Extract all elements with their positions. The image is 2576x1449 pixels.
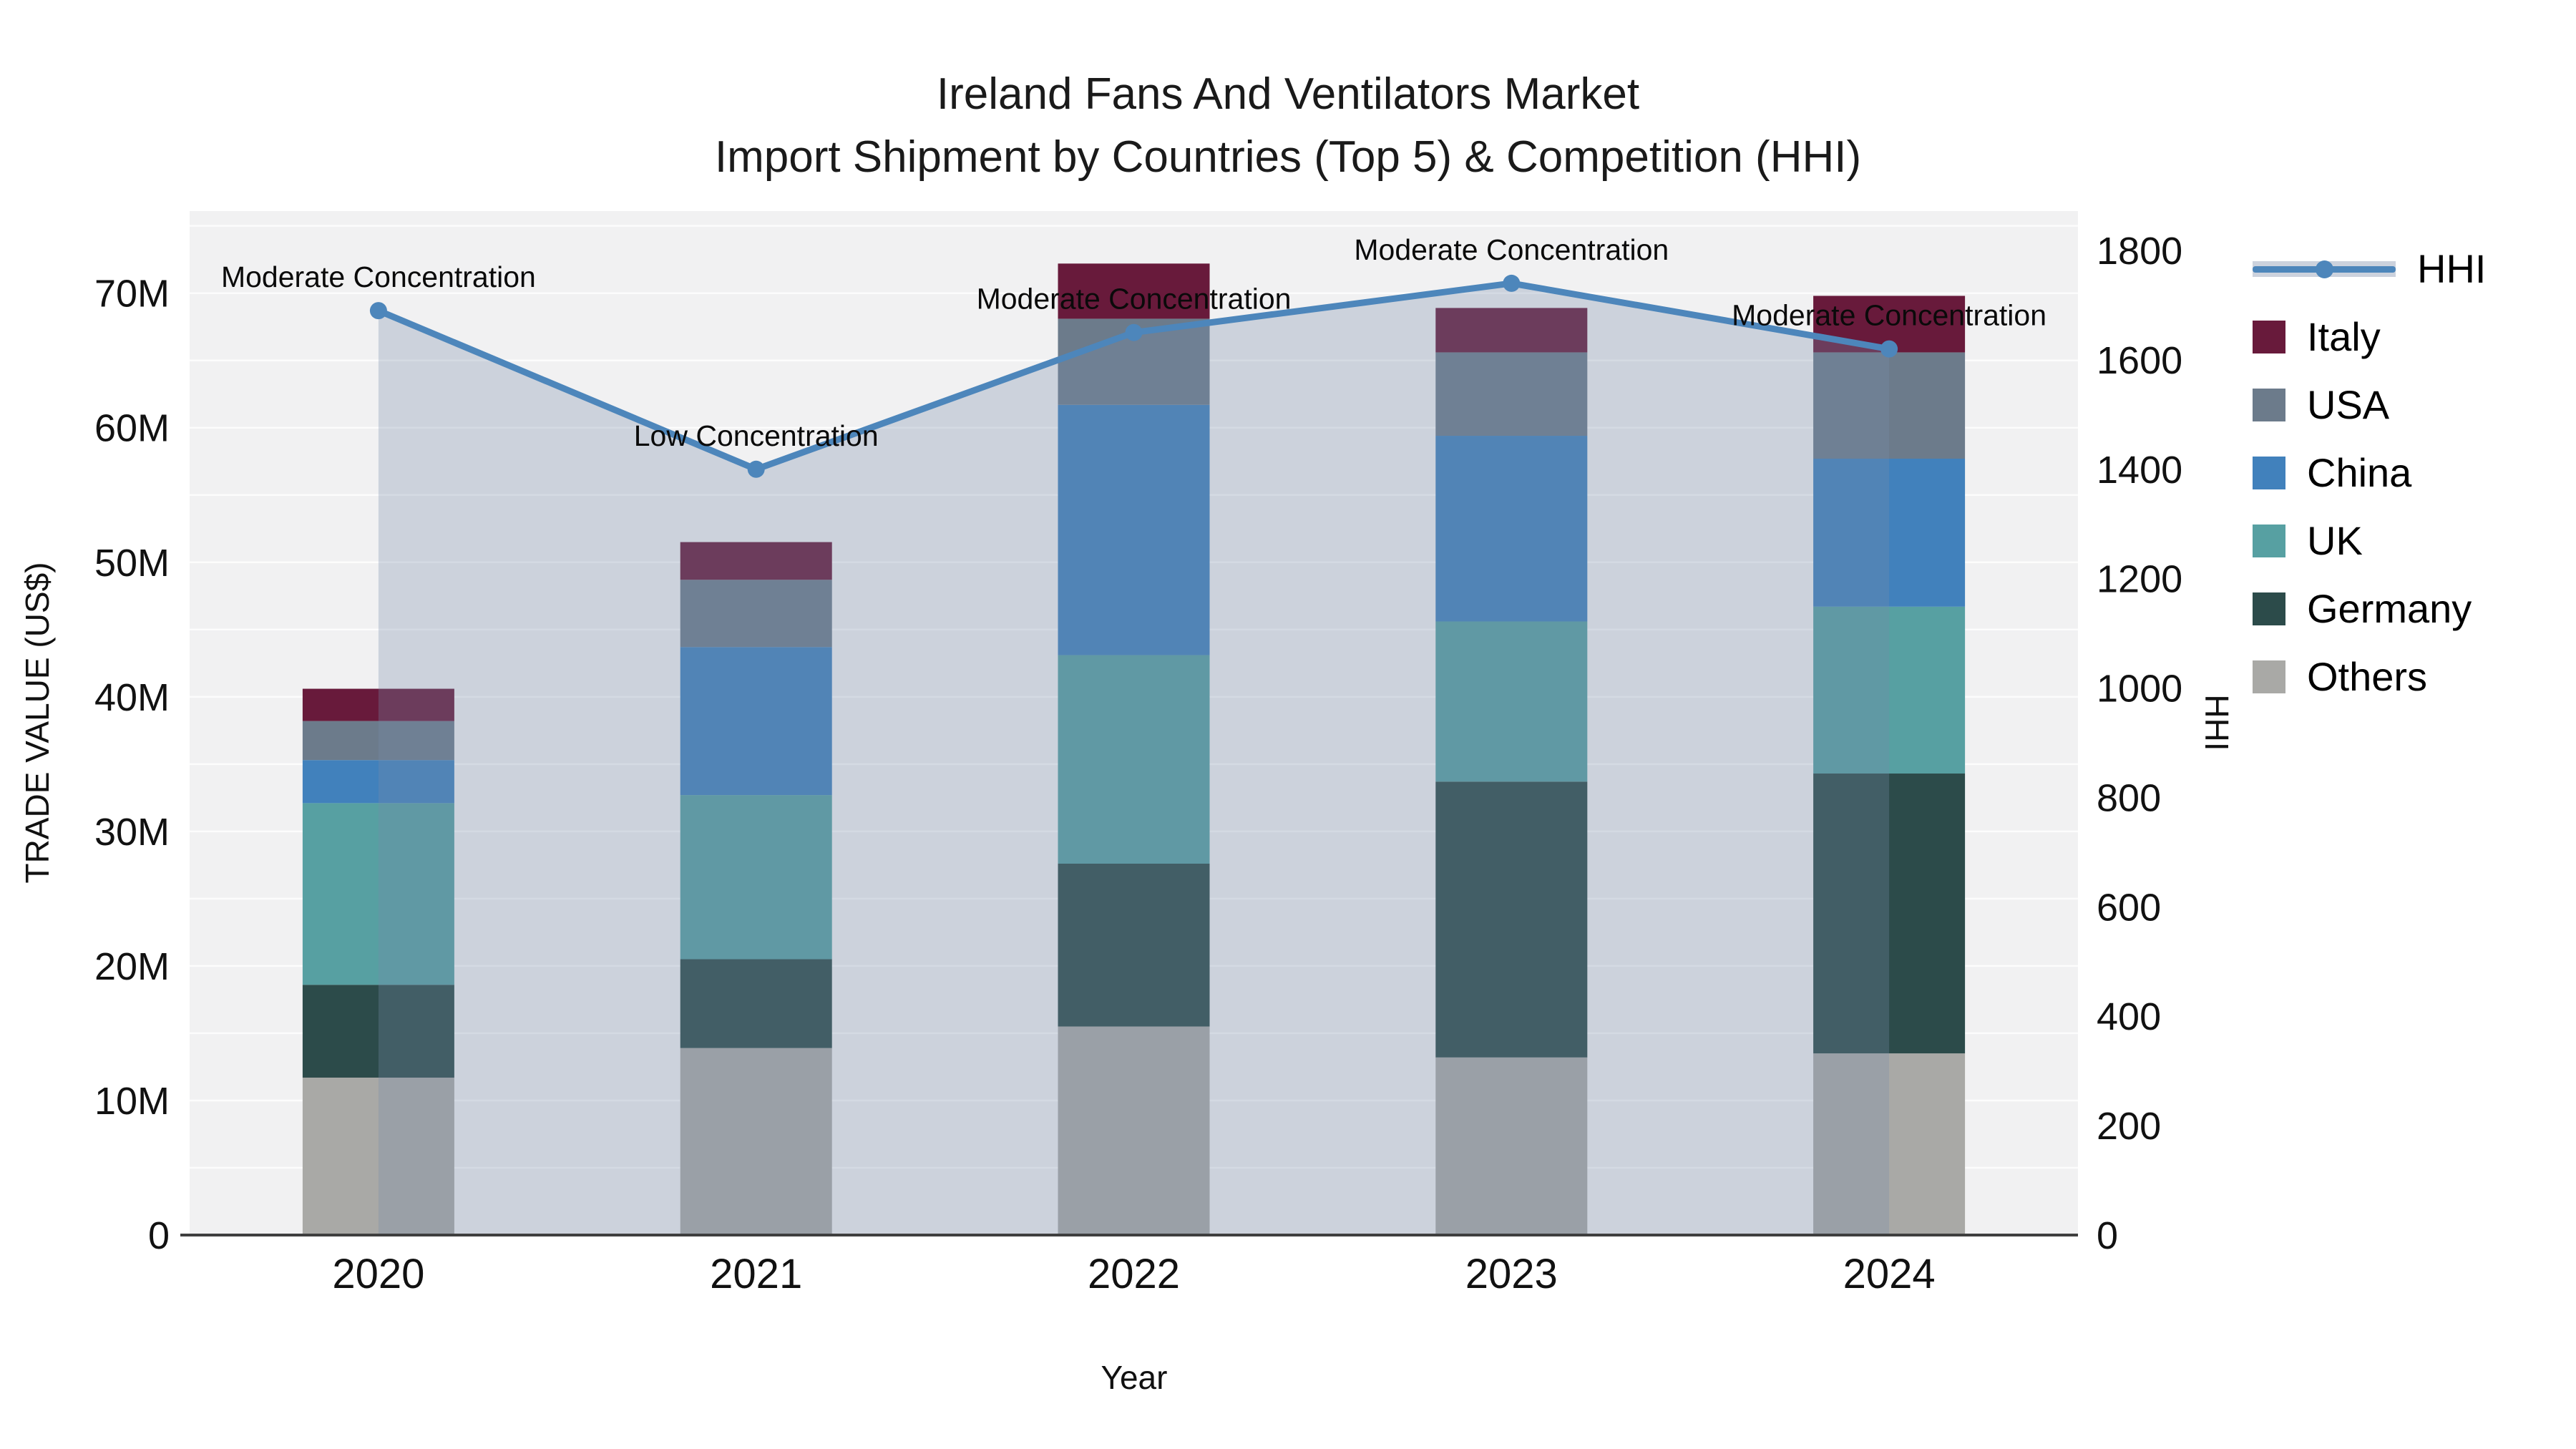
bar-segment-usa-2023[interactable] (1435, 352, 1588, 436)
y-right-tick-label: 1200 (2097, 558, 2182, 601)
legend-item-italy[interactable]: Italy (2253, 303, 2486, 371)
bar-segment-uk-2024[interactable] (1813, 606, 1966, 774)
legend-color-swatch (2253, 660, 2285, 693)
legend-item-china[interactable]: China (2253, 439, 2486, 507)
y-right-tick-label: 800 (2097, 776, 2161, 819)
bar-segment-china-2020[interactable] (302, 760, 454, 804)
hhi-area-fill (378, 283, 1890, 1236)
legend-label: Italy (2307, 314, 2381, 359)
legend-item-uk[interactable]: UK (2253, 507, 2486, 575)
annotation-label: Moderate Concentration (977, 283, 1292, 316)
bar-segment-others-2020[interactable] (302, 1077, 454, 1235)
bar-segment-usa-2024[interactable] (1813, 352, 1966, 459)
bar-segment-usa-2021[interactable] (680, 580, 832, 648)
y-axis-title-right: HHI (2198, 694, 2235, 751)
legend: HHI Italy USA China UK Germany Others (2253, 235, 2486, 711)
y-left-tick-label: 50M (94, 542, 170, 585)
annotation-label: Moderate Concentration (221, 260, 536, 293)
legend-hhi-line-swatch (2253, 250, 2396, 288)
legend-item-germany[interactable]: Germany (2253, 575, 2486, 643)
bar-segment-uk-2023[interactable] (1435, 621, 1588, 782)
hhi-marker-2024[interactable] (1880, 340, 1898, 358)
bar-segment-uk-2020[interactable] (302, 803, 454, 985)
bar-segment-italy-2022[interactable] (1058, 263, 1210, 319)
y-left-tick-label: 10M (94, 1080, 170, 1123)
hhi-marker-2020[interactable] (369, 302, 387, 320)
bar-segment-italy-2023[interactable] (1435, 308, 1588, 353)
bar-segment-usa-2020[interactable] (302, 721, 454, 761)
x-tick-label[interactable]: 2020 (332, 1251, 424, 1297)
bar-segment-germany-2024[interactable] (1813, 774, 1966, 1054)
bar-segment-china-2022[interactable] (1058, 404, 1210, 655)
legend-color-swatch (2253, 320, 2285, 353)
legend-label: UK (2307, 518, 2363, 563)
bar-segment-germany-2023[interactable] (1435, 781, 1588, 1058)
y-right-tick-label: 1800 (2097, 230, 2182, 273)
bar-segment-italy-2020[interactable] (302, 688, 454, 721)
legend-color-swatch (2253, 456, 2285, 489)
bar-segment-china-2023[interactable] (1435, 436, 1588, 622)
legend-label: Germany (2307, 586, 2472, 631)
y-left-tick-label: 70M (94, 273, 170, 316)
annotation-label: Moderate Concentration (1354, 233, 1669, 266)
bar-segment-others-2024[interactable] (1813, 1053, 1966, 1235)
chart-title-line2: Import Shipment by Countries (Top 5) & C… (714, 132, 1862, 182)
y-left-tick-label: 60M (94, 407, 170, 450)
bar-segment-others-2021[interactable] (680, 1048, 832, 1235)
legend-color-swatch (2253, 592, 2285, 625)
x-tick-label[interactable]: 2021 (710, 1251, 802, 1297)
legend-label: HHI (2417, 246, 2487, 291)
legend-label: China (2307, 450, 2412, 495)
legend-label: Others (2307, 654, 2428, 699)
hhi-marker-2022[interactable] (1125, 323, 1143, 341)
bar-segment-uk-2021[interactable] (680, 795, 832, 960)
bar-segment-italy-2021[interactable] (680, 542, 832, 580)
bar-segment-germany-2020[interactable] (302, 985, 454, 1078)
y-left-tick-label: 20M (94, 945, 170, 988)
y-left-tick-label: 40M (94, 676, 170, 719)
x-axis-title: Year (1101, 1359, 1168, 1396)
x-tick-label[interactable]: 2022 (1088, 1251, 1180, 1297)
hhi-marker-2021[interactable] (747, 460, 765, 478)
bar-segment-others-2023[interactable] (1435, 1057, 1588, 1235)
y-right-tick-label: 600 (2097, 886, 2161, 929)
x-tick-label[interactable]: 2023 (1465, 1251, 1558, 1297)
bar-segment-china-2024[interactable] (1813, 458, 1966, 607)
bar-segment-china-2021[interactable] (680, 647, 832, 796)
y-axis-title-left: TRADE VALUE (US$) (19, 562, 56, 884)
annotation-label: Low Concentration (634, 419, 879, 452)
legend-item-others[interactable]: Others (2253, 643, 2486, 711)
y-right-tick-label: 1400 (2097, 449, 2182, 492)
bar-segment-germany-2021[interactable] (680, 959, 832, 1048)
y-right-tick-label: 1600 (2097, 339, 2182, 382)
legend-item-usa[interactable]: USA (2253, 371, 2486, 439)
y-right-tick-label: 0 (2097, 1214, 2118, 1257)
hhi-marker-2023[interactable] (1503, 274, 1521, 292)
y-right-tick-label: 400 (2097, 995, 2161, 1038)
annotation-label: Moderate Concentration (1732, 299, 2046, 332)
bar-segment-germany-2022[interactable] (1058, 864, 1210, 1027)
y-right-tick-label: 1000 (2097, 668, 2182, 711)
y-right-tick-label: 200 (2097, 1105, 2161, 1148)
legend-color-swatch (2253, 524, 2285, 557)
legend-label: USA (2307, 382, 2390, 427)
bar-segment-others-2022[interactable] (1058, 1026, 1210, 1235)
legend-item-hhi[interactable]: HHI (2253, 235, 2486, 303)
y-left-tick-label: 30M (94, 811, 170, 854)
legend-color-swatch (2253, 388, 2285, 421)
bar-segment-uk-2022[interactable] (1058, 655, 1210, 864)
y-left-tick-label: 0 (148, 1214, 170, 1257)
x-tick-label[interactable]: 2024 (1843, 1251, 1936, 1297)
chart-title-line1: Ireland Fans And Ventilators Market (936, 69, 1640, 119)
